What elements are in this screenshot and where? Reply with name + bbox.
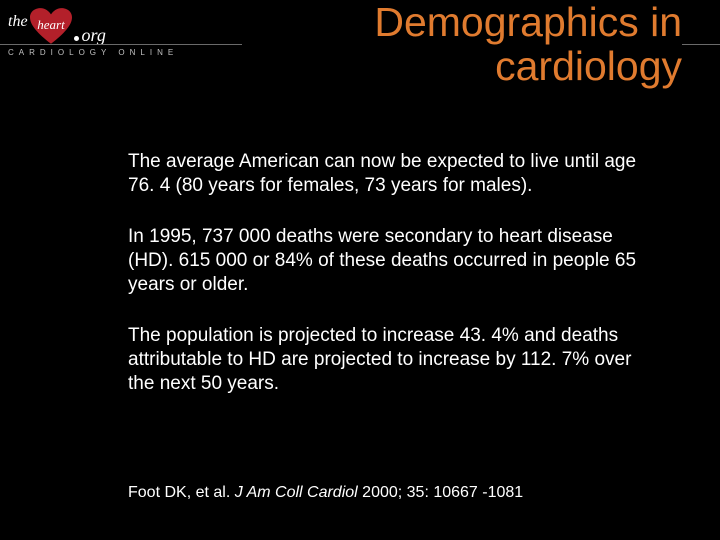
logo-org-text: org bbox=[82, 26, 106, 44]
citation-journal: J Am Coll Cardiol bbox=[235, 484, 358, 501]
logo-the-text: the bbox=[8, 14, 28, 30]
logo-org-wrap: org bbox=[74, 26, 106, 44]
heart-icon: heart bbox=[30, 8, 72, 46]
site-logo: the heart org CARDIOLOGY ONLINE bbox=[8, 8, 208, 57]
logo-top-row: the heart org bbox=[8, 8, 208, 46]
citation-prefix: Foot DK, et al. bbox=[128, 484, 235, 501]
citation-suffix: 2000; 35: 10667 -1081 bbox=[358, 484, 523, 501]
slide-title: Demographics in cardiology bbox=[242, 0, 682, 89]
paragraph-1: The average American can now be expected… bbox=[128, 150, 648, 199]
paragraph-2: In 1995, 737 000 deaths were secondary t… bbox=[128, 225, 648, 298]
logo-tagline: CARDIOLOGY ONLINE bbox=[8, 48, 208, 57]
paragraph-3: The population is projected to increase … bbox=[128, 324, 648, 397]
body-content: The average American can now be expected… bbox=[128, 150, 648, 423]
citation: Foot DK, et al. J Am Coll Cardiol 2000; … bbox=[128, 483, 668, 504]
logo-heart-text: heart bbox=[37, 17, 65, 32]
logo-dot-icon bbox=[74, 36, 79, 41]
